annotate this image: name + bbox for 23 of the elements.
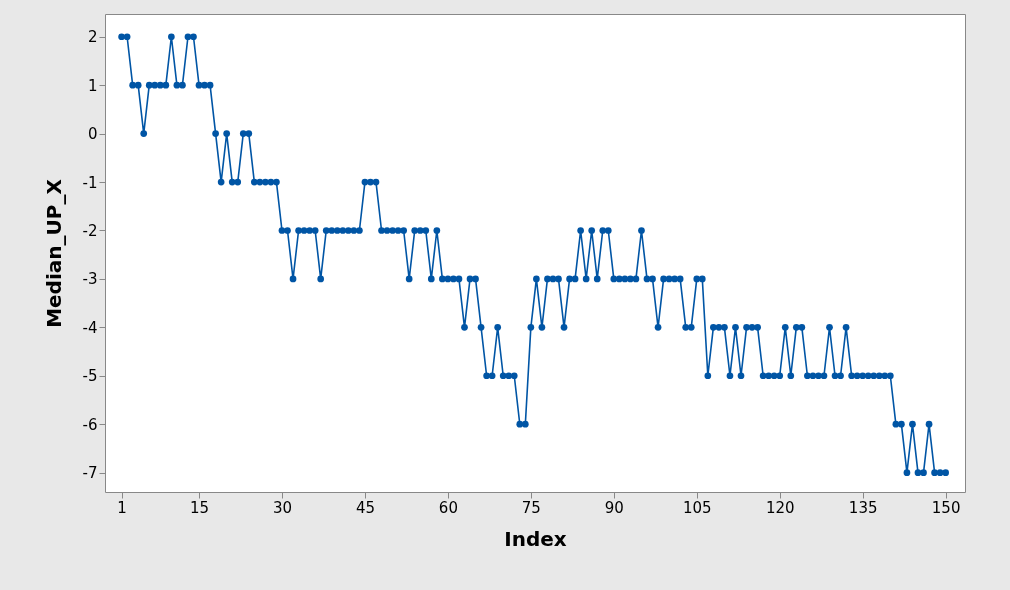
y-tick-label: -6	[82, 415, 98, 434]
x-tick-label: 150	[931, 498, 961, 517]
y-tick-label: -7	[82, 464, 98, 483]
x-tick-label: 120	[765, 498, 795, 517]
y-tick-label: -4	[82, 318, 98, 337]
y-tick-label: -2	[82, 221, 98, 240]
x-tick-label: 30	[272, 498, 293, 517]
y-tick-label: -3	[82, 270, 98, 289]
y-axis-title: Median_UP_X	[41, 178, 66, 328]
y-tick-label: 0	[87, 125, 98, 144]
x-tick-label: 45	[355, 498, 375, 517]
x-tick-label: 135	[848, 498, 878, 517]
x-tick-label: 1	[117, 498, 127, 517]
y-tick-label: -1	[82, 173, 98, 192]
y-tick-label: 2	[87, 28, 98, 47]
x-tick-label: 90	[604, 498, 624, 517]
x-tick-label: 75	[521, 498, 541, 517]
x-tick-label: 15	[189, 498, 210, 517]
x-axis-title: Index	[504, 526, 567, 551]
y-tick-label: 1	[87, 76, 98, 95]
y-tick-label: -5	[82, 367, 98, 386]
x-tick-label: 105	[682, 498, 712, 517]
x-tick-label: 60	[438, 498, 458, 517]
